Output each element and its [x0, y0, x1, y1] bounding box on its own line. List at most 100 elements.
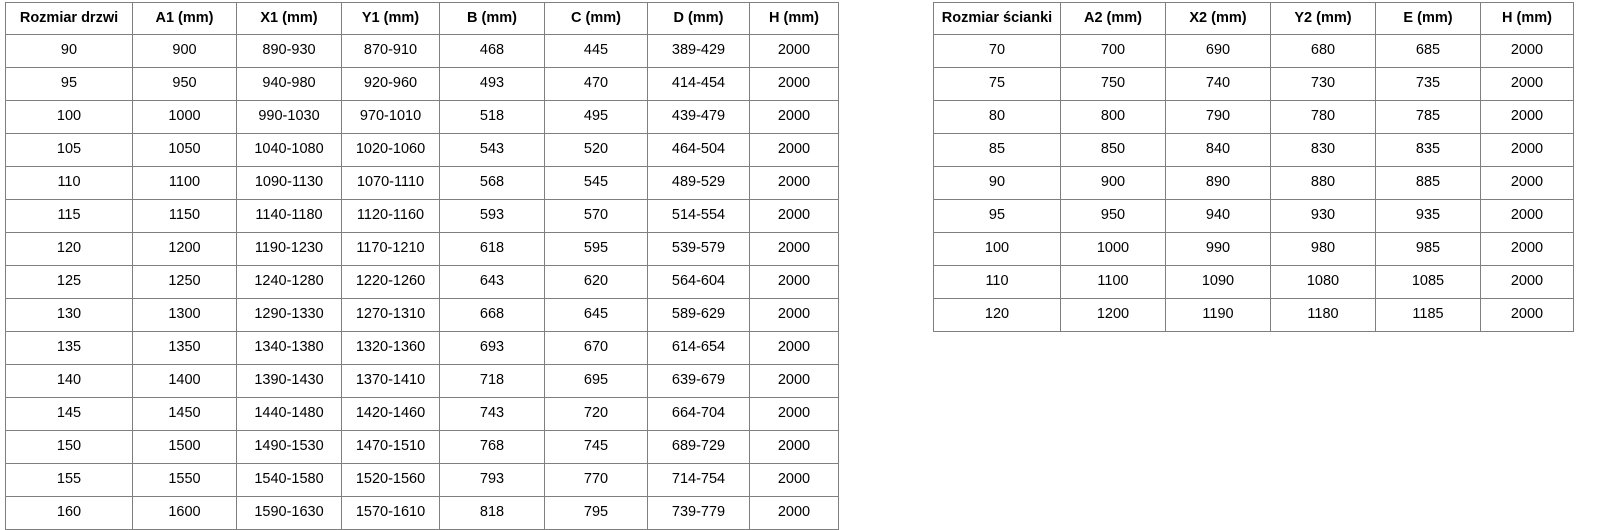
table-cell: 1090 [1165, 265, 1271, 299]
row-size-cell: 70 [933, 34, 1061, 68]
table-cell: 940-980 [236, 67, 342, 101]
table-cell: 414-454 [647, 67, 750, 101]
table-cell: 1290-1330 [236, 298, 342, 332]
column-header-4: Y1 (mm) [341, 2, 440, 35]
table-cell: 2000 [1480, 265, 1574, 299]
table-cell: 970-1010 [341, 100, 440, 134]
table-cell: 990-1030 [236, 100, 342, 134]
column-header-8: H (mm) [749, 2, 839, 35]
table-cell: 2000 [749, 67, 839, 101]
table-cell: 735 [1375, 67, 1481, 101]
column-header-3: X1 (mm) [236, 2, 342, 35]
table-cell: 793 [439, 463, 545, 497]
column-header-1: Rozmiar ścianki [933, 2, 1061, 35]
table-cell: 1100 [132, 166, 237, 200]
table-cell: 1500 [132, 430, 237, 464]
table-cell: 800 [1060, 100, 1166, 134]
table-cell: 2000 [749, 199, 839, 233]
table-cell: 770 [544, 463, 648, 497]
table-cell: 1540-1580 [236, 463, 342, 497]
table-cell: 568 [439, 166, 545, 200]
table-cell: 1050 [132, 133, 237, 167]
table-row: 95 950 940-980 920-960 493 470 414-454 2000 [5, 67, 839, 101]
table-cell: 739-779 [647, 496, 750, 530]
table-header-row: Rozmiar ścianki A2 (mm) X2 (mm) Y2 (mm) E (m… [933, 2, 1574, 35]
table-cell: 1220-1260 [341, 265, 440, 299]
table-cell: 1240-1280 [236, 265, 342, 299]
table-cell: 935 [1375, 199, 1481, 233]
column-header-7: D (mm) [647, 2, 750, 35]
table-cell: 2000 [1480, 67, 1574, 101]
row-size-cell: 100 [5, 100, 133, 134]
table-cell: 620 [544, 265, 648, 299]
table-cell: 670 [544, 331, 648, 365]
table-cell: 518 [439, 100, 545, 134]
table-cell: 795 [544, 496, 648, 530]
row-size-cell: 110 [5, 166, 133, 200]
table-cell: 745 [544, 430, 648, 464]
table-cell: 1180 [1270, 298, 1376, 332]
table-cell: 689-729 [647, 430, 750, 464]
row-size-cell: 95 [933, 199, 1061, 233]
table-cell: 1340-1380 [236, 331, 342, 365]
table-cell: 2000 [749, 430, 839, 464]
table-cell: 2000 [1480, 232, 1574, 266]
table-cell: 2000 [749, 463, 839, 497]
table-cell: 2000 [1480, 298, 1574, 332]
table-cell: 1080 [1270, 265, 1376, 299]
table-row: 120 1200 1190 1180 1185 2000 [933, 298, 1574, 332]
table-cell: 2000 [749, 265, 839, 299]
row-size-cell: 100 [933, 232, 1061, 266]
table-cell: 900 [1060, 166, 1166, 200]
column-header-2: A2 (mm) [1060, 2, 1166, 35]
table-cell: 2000 [749, 298, 839, 332]
wall-table-body: 70 700 690 680 685 2000 75 750 740 730 735 2000 80 80… [933, 34, 1574, 332]
row-size-cell: 75 [933, 67, 1061, 101]
table-cell: 1170-1210 [341, 232, 440, 266]
table-cell: 730 [1270, 67, 1376, 101]
row-size-cell: 120 [933, 298, 1061, 332]
table-cell: 1200 [132, 232, 237, 266]
table-cell: 2000 [749, 34, 839, 68]
table-cell: 1250 [132, 265, 237, 299]
table-cell: 780 [1270, 100, 1376, 134]
door-size-table: Rozmiar drzwi A1 (mm) X1 (mm) Y1 (mm) B (mm)… [5, 2, 839, 530]
door-table-header: Rozmiar drzwi A1 (mm) X1 (mm) Y1 (mm) B (mm)… [5, 2, 839, 35]
row-size-cell: 130 [5, 298, 133, 332]
table-cell: 1570-1610 [341, 496, 440, 530]
table-cell: 1040-1080 [236, 133, 342, 167]
table-cell: 685 [1375, 34, 1481, 68]
table-cell: 2000 [1480, 133, 1574, 167]
table-cell: 2000 [749, 496, 839, 530]
table-cell: 985 [1375, 232, 1481, 266]
spec-tables-page: Rozmiar drzwi A1 (mm) X1 (mm) Y1 (mm) B (mm)… [5, 2, 1574, 530]
table-cell: 930 [1270, 199, 1376, 233]
row-size-cell: 115 [5, 199, 133, 233]
column-header-6: C (mm) [544, 2, 648, 35]
table-cell: 645 [544, 298, 648, 332]
table-cell: 639-679 [647, 364, 750, 398]
table-cell: 514-554 [647, 199, 750, 233]
table-cell: 1590-1630 [236, 496, 342, 530]
table-cell: 2000 [749, 100, 839, 134]
row-size-cell: 160 [5, 496, 133, 530]
table-row: 140 1400 1390-1430 1370-1410 718 695 639-679 20… [5, 364, 839, 398]
table-cell: 539-579 [647, 232, 750, 266]
table-cell: 2000 [1480, 166, 1574, 200]
table-cell: 445 [544, 34, 648, 68]
row-size-cell: 140 [5, 364, 133, 398]
table-cell: 589-629 [647, 298, 750, 332]
table-cell: 850 [1060, 133, 1166, 167]
table-cell: 1100 [1060, 265, 1166, 299]
table-cell: 1320-1360 [341, 331, 440, 365]
table-cell: 664-704 [647, 397, 750, 431]
table-cell: 1390-1430 [236, 364, 342, 398]
table-cell: 545 [544, 166, 648, 200]
table-cell: 900 [132, 34, 237, 68]
door-table-body: 90 900 890-930 870-910 468 445 389-429 2000 95 95… [5, 34, 839, 530]
table-cell: 1440-1480 [236, 397, 342, 431]
table-cell: 470 [544, 67, 648, 101]
table-cell: 1190-1230 [236, 232, 342, 266]
table-cell: 1450 [132, 397, 237, 431]
table-row: 115 1150 1140-1180 1120-1160 593 570 514-554 20… [5, 199, 839, 233]
